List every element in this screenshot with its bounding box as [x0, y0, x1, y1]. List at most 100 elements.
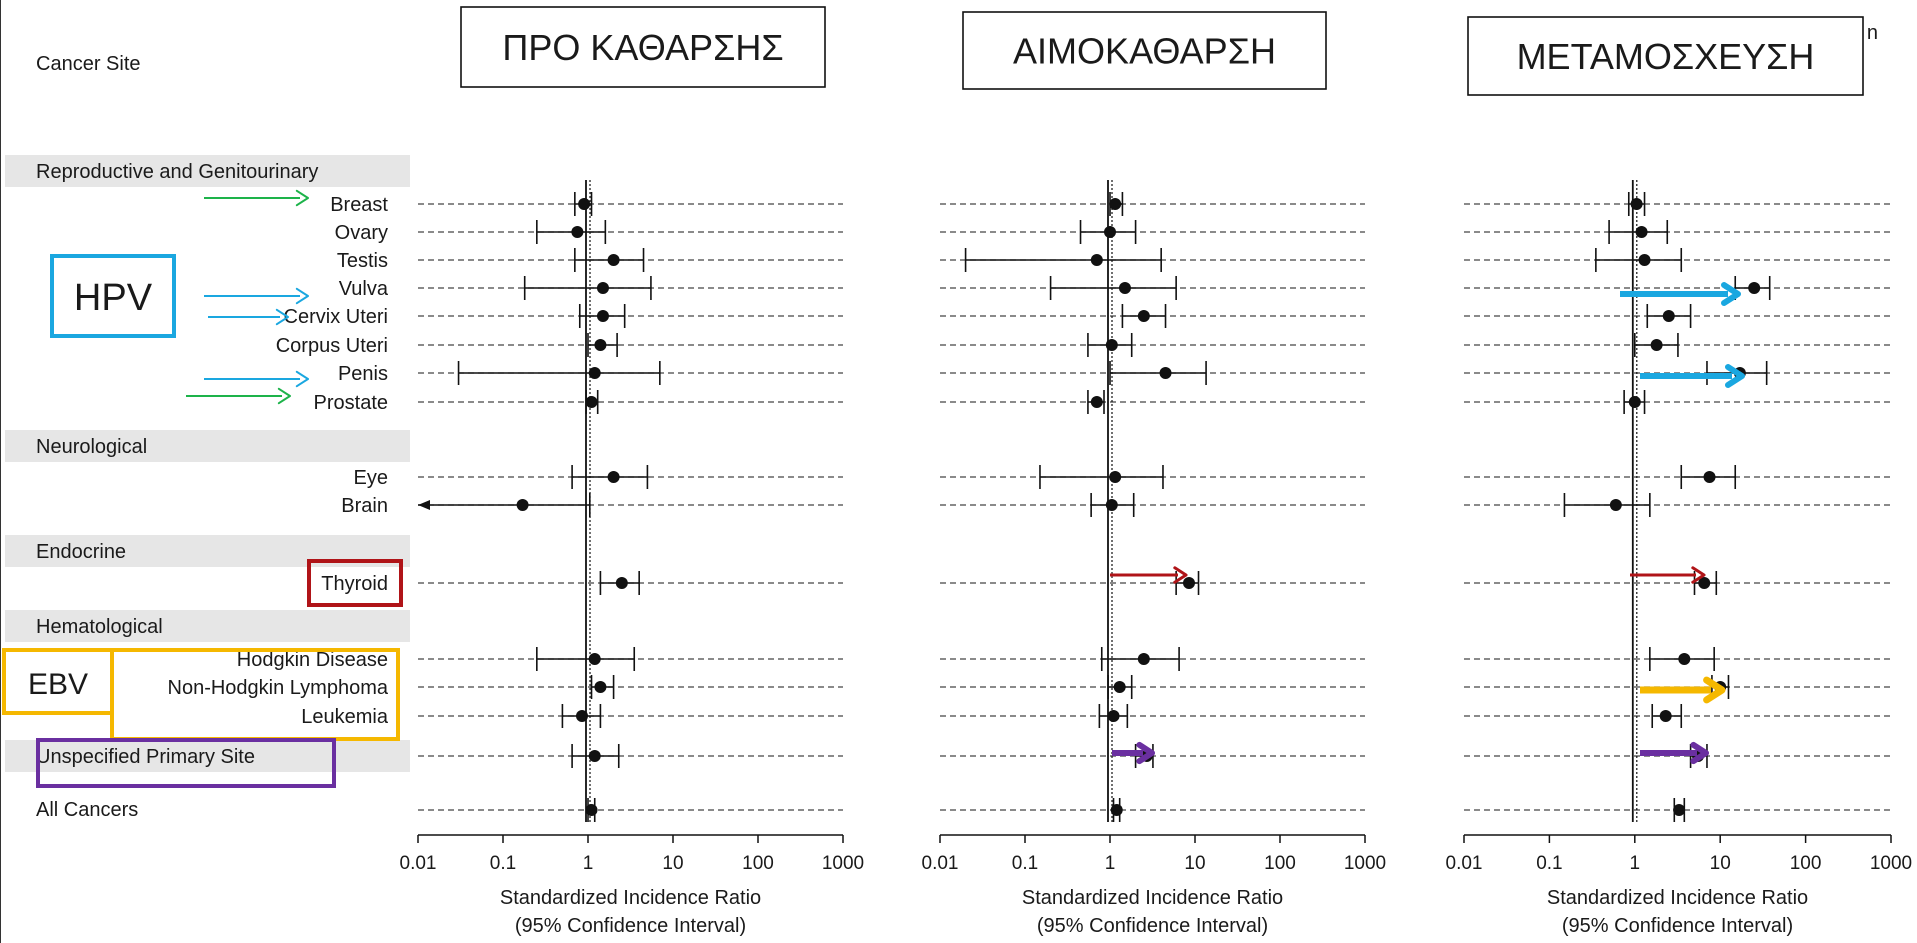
group-band — [5, 610, 410, 642]
group-label: Endocrine — [36, 541, 126, 563]
estimate-point — [588, 653, 601, 665]
row-label: Penis — [338, 363, 388, 385]
row-label: Cervix Uteri — [284, 306, 388, 328]
x-axis-label: Standardized Incidence Ratio — [500, 887, 761, 909]
x-tick-label: 1000 — [1870, 853, 1912, 874]
estimate-point — [596, 282, 609, 294]
panel-title-box — [1467, 16, 1864, 96]
cancer-site-header: Cancer Site — [36, 53, 141, 75]
estimate-point — [1650, 339, 1663, 351]
unspecified-highlight-box — [36, 738, 336, 788]
thyroid-dialysis-arrow-head — [1173, 566, 1188, 584]
group-label: All Cancers — [36, 799, 138, 821]
all-cancers-band-clear — [5, 793, 410, 825]
estimate-point — [1137, 653, 1150, 665]
estimate-point — [607, 254, 620, 266]
x-tick-label: 0.1 — [490, 853, 516, 874]
x-tick-label: 1 — [583, 853, 594, 874]
panel-title: ΠΡΟ ΚΑΘΑΡΣΗΣ — [502, 27, 783, 68]
x-tick-label: 0.1 — [1536, 853, 1562, 874]
group-label: Reproductive and Genitourinary — [36, 161, 318, 183]
x-tick-label: 1 — [1630, 853, 1641, 874]
x-tick-label: 1000 — [822, 853, 864, 874]
estimate-point — [1630, 198, 1643, 210]
estimate-point — [1159, 367, 1172, 379]
estimate-point — [1609, 499, 1622, 511]
group-band — [5, 155, 410, 187]
row-label: Prostate — [314, 392, 388, 414]
ebv-label: EBV — [28, 668, 88, 701]
row-label: Corpus Uteri — [276, 335, 388, 357]
estimate-point — [588, 367, 601, 379]
thyroid-transplant-arrow-head — [1691, 566, 1706, 584]
x-axis-sublabel: (95% Confidence Interval) — [1037, 915, 1268, 937]
row-label: Hodgkin Disease — [237, 649, 388, 671]
row-label: Breast — [330, 194, 388, 216]
estimate-point — [607, 471, 620, 483]
estimate-point — [594, 681, 607, 693]
estimate-point — [1118, 282, 1131, 294]
x-tick-label: 10 — [662, 853, 683, 874]
row-label: Testis — [337, 250, 388, 272]
group-label: Hematological — [36, 616, 163, 638]
unspecified-dialysis-arrow-head — [1136, 741, 1155, 765]
estimate-point — [1107, 710, 1120, 722]
vulva-pointer-arrow-head — [295, 287, 309, 305]
hpv-label: HPV — [74, 277, 153, 319]
cervix-pointer-arrow-head — [275, 308, 289, 326]
row-label: Thyroid — [321, 573, 388, 595]
estimate-point — [1638, 254, 1651, 266]
group-band — [5, 430, 410, 462]
estimate-point — [1137, 310, 1150, 322]
estimate-point — [1662, 310, 1675, 322]
penis-pointer-arrow-head — [295, 370, 309, 388]
row-label: Leukemia — [301, 706, 389, 728]
corner-text-fragment: n — [1867, 22, 1878, 44]
group-label: Unspecified Primary Site — [36, 746, 255, 768]
estimate-point — [1673, 804, 1686, 816]
estimate-point — [1703, 471, 1716, 483]
estimate-point — [1104, 226, 1116, 238]
x-tick-label: 100 — [742, 853, 774, 874]
x-tick-label: 0.01 — [400, 853, 437, 874]
row-label: Vulva — [339, 278, 389, 300]
breast-pointer-arrow-head — [295, 189, 309, 207]
estimate-point — [1659, 710, 1672, 722]
estimate-point — [1090, 396, 1103, 408]
group-band — [5, 740, 410, 772]
estimate-point — [1105, 499, 1118, 511]
panel-title-box — [962, 11, 1327, 90]
ci-arrow-left — [418, 500, 430, 510]
panel-title: ΜΕΤΑΜΟΣΧΕΥΣΗ — [1517, 36, 1815, 77]
x-axis-sublabel: (95% Confidence Interval) — [515, 915, 746, 937]
row-label: Ovary — [335, 222, 388, 244]
thyroid-highlight-box — [307, 559, 403, 607]
x-axis-sublabel: (95% Confidence Interval) — [1562, 915, 1793, 937]
estimate-point — [576, 710, 589, 722]
x-axis-label: Standardized Incidence Ratio — [1547, 887, 1808, 909]
estimate-point — [1698, 577, 1711, 589]
x-tick-label: 1000 — [1344, 853, 1386, 874]
estimate-point — [1628, 396, 1641, 408]
panel-title: ΑΙΜΟΚΑΘΑΡΣΗ — [1013, 31, 1276, 72]
unspecified-transplant-arrow-head — [1690, 741, 1709, 765]
estimate-point — [1678, 653, 1691, 665]
prostate-pointer-arrow-head — [277, 387, 291, 405]
x-tick-label: 10 — [1184, 853, 1205, 874]
penis-transplant-arrow-head — [1725, 364, 1745, 388]
estimate-point — [516, 499, 529, 511]
estimate-point — [1183, 577, 1196, 589]
group-label: Neurological — [36, 436, 147, 458]
estimate-point — [1748, 282, 1761, 294]
x-tick-label: 1 — [1105, 853, 1116, 874]
x-tick-label: 0.1 — [1012, 853, 1038, 874]
row-label: Non-Hodgkin Lymphoma — [168, 677, 389, 699]
panel-title-box — [460, 6, 826, 88]
x-tick-label: 0.01 — [922, 853, 959, 874]
estimate-point — [1109, 198, 1122, 210]
hpv-box — [50, 254, 176, 338]
estimate-point — [1105, 339, 1118, 351]
estimate-point — [1109, 471, 1122, 483]
estimate-point — [1110, 804, 1123, 816]
